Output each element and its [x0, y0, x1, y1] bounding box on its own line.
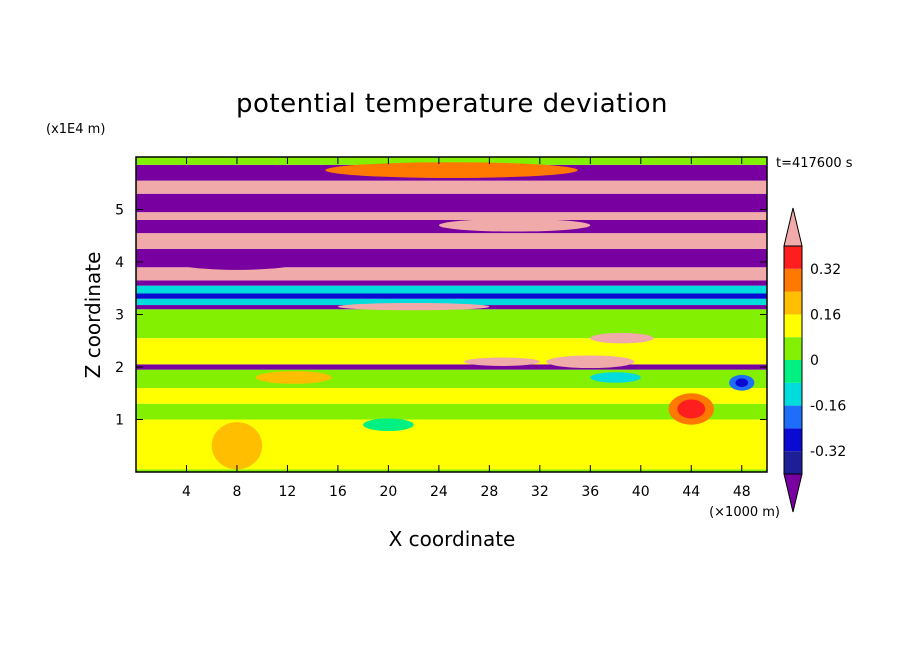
colorbar-segment [784, 291, 802, 315]
contour-band [136, 280, 767, 286]
colorbar-over-triangle [783, 207, 803, 247]
contour-feature [590, 372, 641, 383]
x-tick-label: 16 [329, 484, 347, 500]
x-tick-label: 4 [182, 484, 191, 500]
contour-band [136, 388, 767, 404]
y-tick-label: 4 [115, 255, 124, 271]
colorbar-segment [784, 268, 802, 292]
colorbar-segment [784, 360, 802, 383]
contour-band [136, 364, 767, 370]
contour-band [136, 193, 767, 213]
colorbar-segment [784, 314, 802, 338]
colorbar-segment [784, 428, 802, 452]
contour-band [136, 403, 767, 420]
y-tick-label: 1 [115, 413, 124, 429]
y-unit-label: (x1E4 m) [46, 122, 105, 137]
colorbar-frame [783, 245, 803, 475]
time-label: t=417600 s [776, 156, 853, 171]
contour-band [136, 267, 767, 281]
chart-title: potential temperature deviation [236, 89, 668, 119]
contour-band [136, 180, 767, 194]
contour-feature [255, 371, 332, 384]
x-tick-label: 48 [733, 484, 751, 500]
contour-band [136, 469, 767, 472]
x-tick-label: 20 [379, 484, 397, 500]
contour-feature [464, 357, 540, 366]
colorbar-label: -0.32 [810, 444, 846, 460]
colorbar-segment [784, 382, 802, 406]
x-tick-label: 44 [682, 484, 700, 500]
contour-band [136, 298, 767, 306]
y-tick-label: 3 [115, 308, 124, 324]
contour-band [136, 293, 767, 299]
x-axis-label: X coordinate [389, 527, 516, 551]
x-unit-label: (×1000 m) [709, 505, 780, 520]
contour-feature [325, 162, 578, 178]
contour-band [136, 338, 767, 365]
contour-band [136, 285, 767, 294]
colorbar-segment [784, 451, 802, 474]
contour-band [136, 369, 767, 388]
colorbar: 0.32 0.16 0 -0.16 -0.32 [783, 207, 846, 513]
x-tick-label: 36 [581, 484, 599, 500]
contour-feature [546, 355, 635, 369]
y-tick-label: 5 [115, 203, 124, 219]
y-tick-label: 2 [115, 360, 124, 376]
colorbar-label: -0.16 [810, 399, 846, 415]
colorbar-segment [784, 405, 802, 429]
colorbar-segment [784, 337, 802, 360]
contour-feature [173, 254, 301, 270]
x-tick-label: 28 [480, 484, 498, 500]
contour-feature [735, 378, 749, 387]
contour-band [136, 233, 767, 249]
contour-fill-layer [136, 157, 767, 472]
contour-feature [337, 302, 490, 311]
colorbar-label: 0.32 [810, 262, 841, 278]
x-tick-label: 24 [430, 484, 448, 500]
y-axis-label: Z coordinate [81, 252, 105, 379]
x-tick-label: 12 [279, 484, 297, 500]
colorbar-label: 0.16 [810, 307, 841, 323]
x-tick-label: 40 [632, 484, 650, 500]
contour-band [136, 212, 767, 220]
x-axis-ticks: 4 8 12 16 20 24 28 32 36 40 44 48 [182, 157, 751, 500]
colorbar-under-triangle [783, 473, 803, 513]
contour-feature [211, 422, 263, 470]
colorbar-label: 0 [810, 353, 819, 369]
contour-feature [363, 418, 414, 432]
contour-feature [677, 399, 706, 419]
y-axis-ticks: 1 2 3 4 5 [115, 203, 767, 429]
colorbar-segment [784, 246, 802, 269]
contour-feature [590, 332, 654, 344]
contour-feature [438, 218, 591, 232]
contour-band [136, 157, 767, 165]
x-tick-label: 8 [232, 484, 241, 500]
contour-band [136, 309, 767, 339]
x-tick-label: 32 [531, 484, 549, 500]
